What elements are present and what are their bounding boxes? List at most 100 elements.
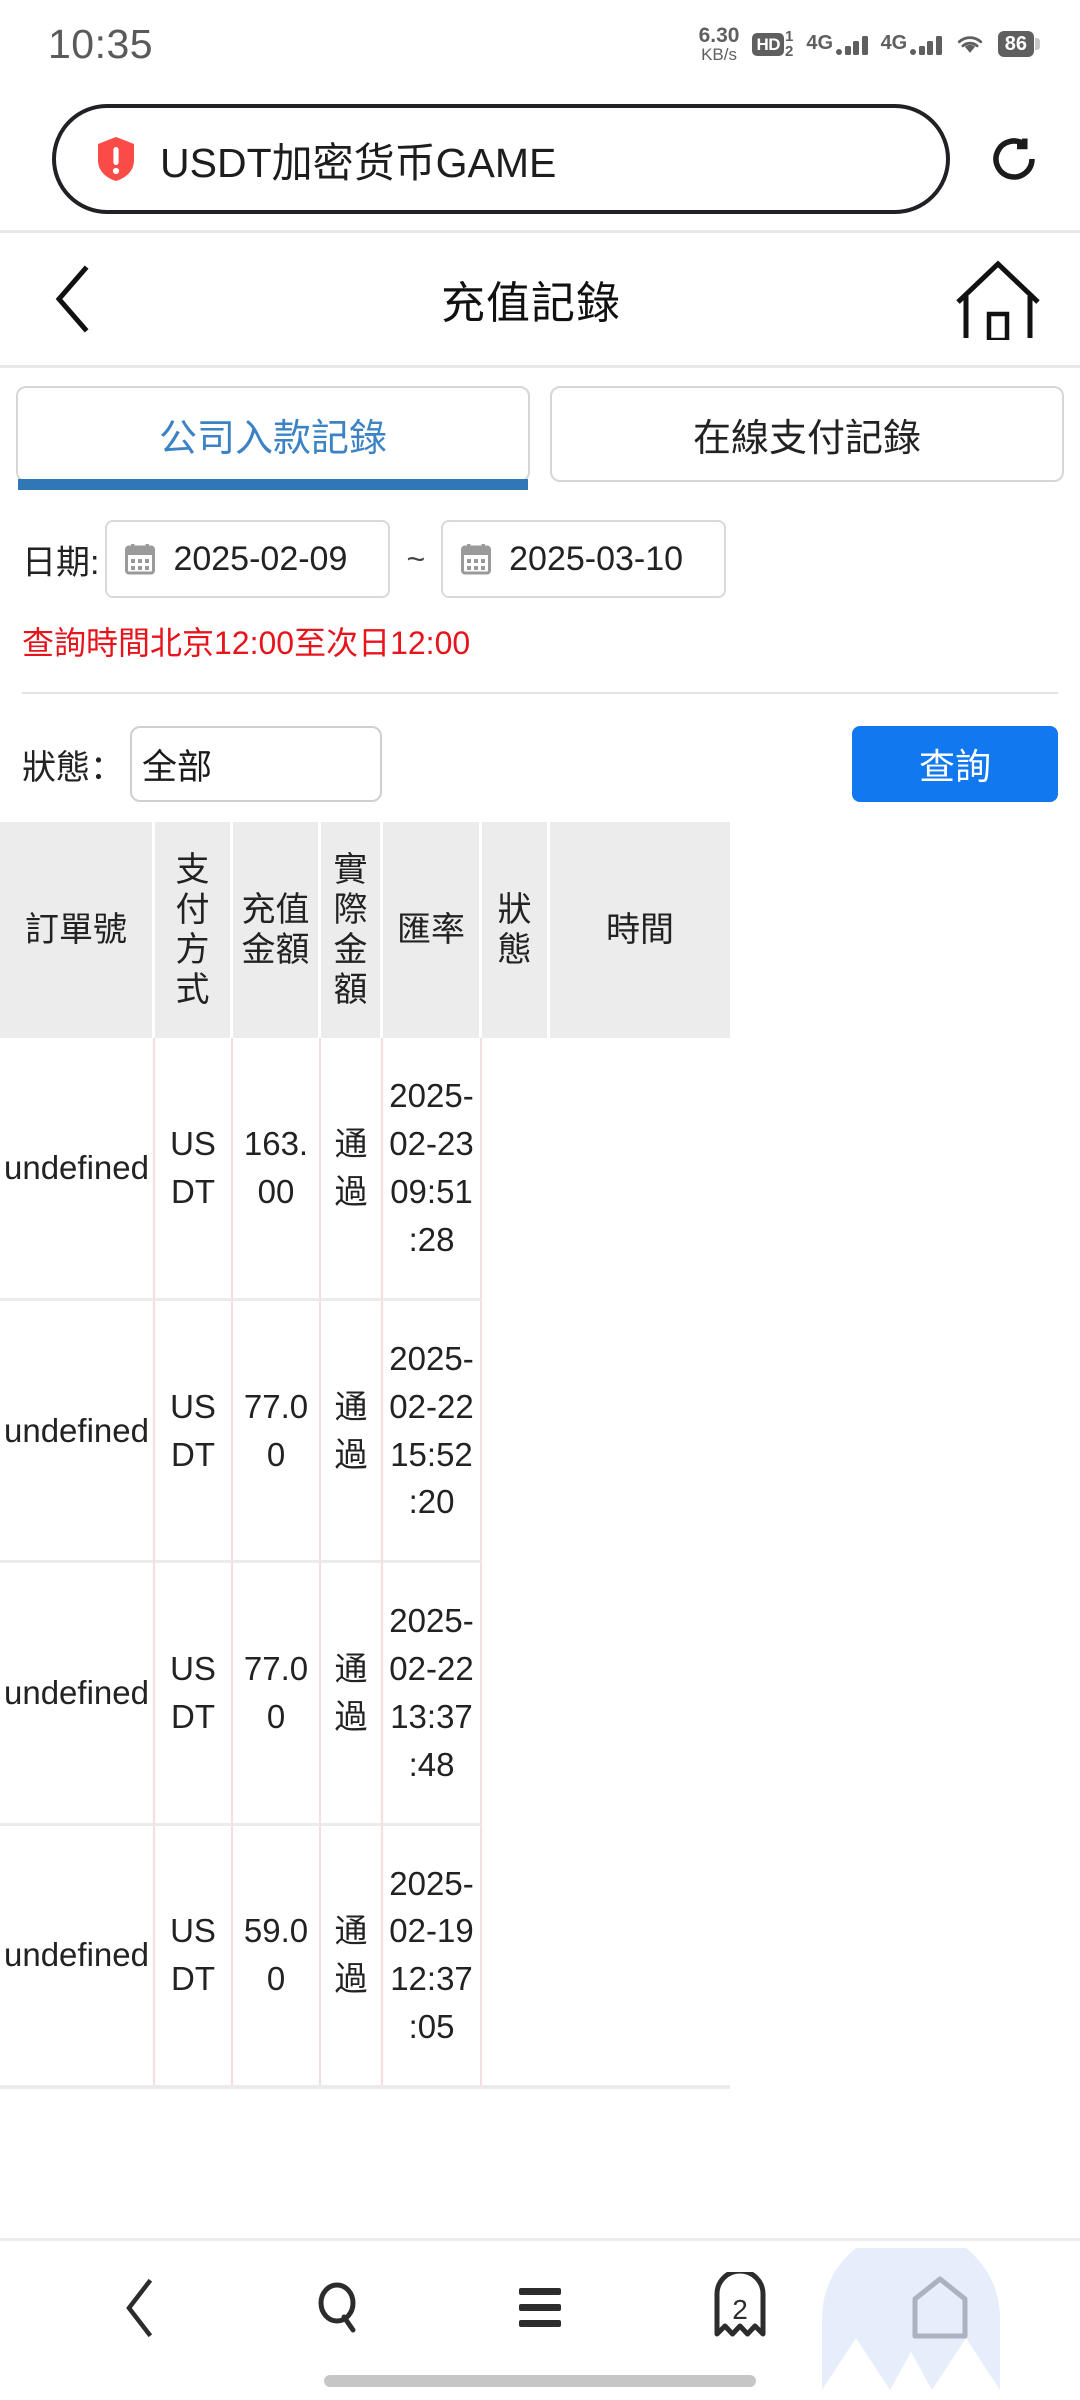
column-header-status: 狀態 (482, 822, 550, 1039)
date-range-row: 日期: 2025-02-09 ~ (22, 520, 1058, 598)
browser-divider (0, 230, 1080, 233)
column-header-time: 時間 (550, 822, 730, 1039)
network-type-label-1: 4G (806, 32, 834, 54)
calendar-icon (125, 544, 156, 575)
cell-rate: 2025-02-22 15:52:20 (383, 1300, 482, 1564)
battery-percentage: 86 (997, 31, 1034, 57)
page-header: 充值記錄 (0, 233, 1080, 365)
cell-status (482, 1563, 550, 1825)
search-icon (318, 2282, 356, 2332)
table-row[interactable]: undefined USDT 163.00 通過 2025-02-23 09:5… (0, 1038, 730, 1301)
nav-tabs-button[interactable]: 2 (680, 2258, 800, 2358)
cell-actual-amount: 通過 (321, 1038, 383, 1301)
chevron-left-icon (55, 265, 89, 333)
signal-indicator-sim1: 4G (806, 32, 868, 55)
home-icon (956, 260, 1040, 340)
table-header: 訂單號 支付方式 充值金額 實際金額 匯率 狀態 時間 (0, 822, 730, 1039)
nav-menu-button[interactable] (480, 2258, 600, 2358)
browser-tabs-icon (714, 2271, 766, 2336)
cell-order-no: undefined (0, 1825, 155, 2085)
page-back-button[interactable] (34, 260, 112, 338)
battery-icon: 86 (997, 31, 1040, 57)
table-row[interactable]: undefined USDT 59.00 通過 2025-02-19 12:37… (0, 1825, 730, 2085)
gesture-home-bar[interactable] (324, 2375, 756, 2387)
status-select[interactable]: 全部 (130, 726, 382, 802)
nav-search-button[interactable] (280, 2258, 400, 2358)
chevron-left-icon (126, 2278, 153, 2337)
date-to-value: 2025-03-10 (509, 539, 684, 578)
column-header-pay-method: 支付方式 (155, 822, 233, 1039)
cell-order-no: undefined (0, 1563, 155, 1826)
status-clock: 10:35 (48, 20, 154, 67)
cell-pay-method: USDT (155, 1038, 233, 1301)
cell-status (482, 1301, 550, 1563)
home-icon (912, 2276, 968, 2338)
cell-time (550, 1563, 730, 1825)
sim-1-label: 1 (785, 28, 794, 45)
cell-rate: 2025-02-23 09:51:28 (383, 1038, 482, 1301)
signal-bars-icon-1 (836, 36, 868, 55)
table-body: undefined USDT 163.00 通過 2025-02-23 09:5… (0, 1038, 730, 2085)
status-filter-row: 狀態： 全部 查詢 (0, 726, 1080, 802)
cell-status (482, 1826, 550, 2085)
cell-actual-amount: 通過 (321, 1825, 383, 2085)
table-header-row: 訂單號 支付方式 充值金額 實際金額 匯率 狀態 時間 (0, 822, 730, 1039)
network-speed-indicator: 6.30 KB/s (699, 25, 740, 63)
tab-online-payment-label: 在線支付記錄 (692, 417, 921, 460)
cell-order-no: undefined (0, 1038, 155, 1301)
signal-indicator-sim2: 4G (881, 33, 942, 55)
tab-online-payment[interactable]: 在線支付記錄 (550, 386, 1064, 482)
warning-shield-icon[interactable] (96, 136, 136, 182)
network-type-label-2: 4G (880, 32, 908, 54)
calendar-icon (461, 544, 492, 575)
hd-badge-label: HD (752, 32, 785, 56)
column-header-rate: 匯率 (383, 822, 482, 1039)
nav-back-button[interactable] (80, 2258, 200, 2358)
tab-company-deposit[interactable]: 公司入款記錄 (16, 386, 530, 490)
filter-divider (22, 692, 1058, 694)
cell-time (550, 1301, 730, 1563)
cell-status (482, 1038, 550, 1300)
cell-actual-amount: 通過 (321, 1563, 383, 1826)
cell-order-no: undefined (0, 1300, 155, 1564)
url-text: USDT加密货币GAME (160, 140, 557, 186)
cell-time (550, 1038, 730, 1300)
signal-bars-icon-2 (910, 36, 942, 55)
sim-2-label: 2 (785, 43, 794, 60)
cell-recharge-amount: 77.00 (233, 1300, 321, 1564)
table-row[interactable]: undefined USDT 77.00 通過 2025-02-22 13:37… (0, 1563, 730, 1826)
battery-tip (1035, 38, 1040, 50)
reload-icon (993, 138, 1035, 180)
date-to-input[interactable]: 2025-03-10 (441, 520, 727, 598)
browser-address-bar: USDT加密货币GAME (0, 88, 1080, 230)
cell-recharge-amount: 163.00 (233, 1038, 321, 1301)
nav-home-button[interactable] (880, 2258, 1000, 2358)
date-range-separator: ~ (406, 540, 426, 577)
records-table-container: 訂單號 支付方式 充值金額 實際金額 匯率 狀態 時間 undefined US… (0, 822, 730, 2089)
table-row[interactable]: undefined USDT 77.00 通過 2025-02-22 15:52… (0, 1300, 730, 1564)
cell-pay-method: USDT (155, 1300, 233, 1564)
network-speed-unit: KB/s (701, 45, 737, 64)
nav-tabs-count: 2 (732, 2293, 748, 2325)
reload-button[interactable] (976, 121, 1052, 197)
query-time-notice: 查詢時間北京12:00至次日12:00 (22, 625, 471, 661)
cell-pay-method: USDT (155, 1563, 233, 1826)
record-type-tabs: 公司入款記錄 在線支付記錄 (0, 368, 1080, 490)
table-bottom-border (0, 2084, 730, 2089)
date-from-input[interactable]: 2025-02-09 (105, 520, 391, 598)
browser-bottom-nav: 2 (0, 2238, 1080, 2400)
query-button[interactable]: 查詢 (852, 726, 1058, 802)
url-bar[interactable]: USDT加密货币GAME (52, 104, 950, 214)
header-divider (0, 365, 1080, 368)
date-from-value: 2025-02-09 (173, 539, 348, 578)
status-select-value: 全部 (142, 747, 213, 787)
status-indicators: 6.30 KB/s HD 1 2 4G 4G 86 (699, 25, 1040, 63)
cell-time (550, 1826, 730, 2085)
status-bar: 10:35 6.30 KB/s HD 1 2 4G 4G 86 (0, 0, 1080, 88)
network-speed-value: 6.30 (698, 24, 740, 47)
column-header-actual-amount: 實際金額 (321, 822, 383, 1039)
cell-recharge-amount: 59.00 (233, 1825, 321, 2085)
page-home-button[interactable] (950, 255, 1046, 343)
cell-actual-amount: 通過 (321, 1300, 383, 1564)
hamburger-menu-icon (519, 2287, 561, 2327)
